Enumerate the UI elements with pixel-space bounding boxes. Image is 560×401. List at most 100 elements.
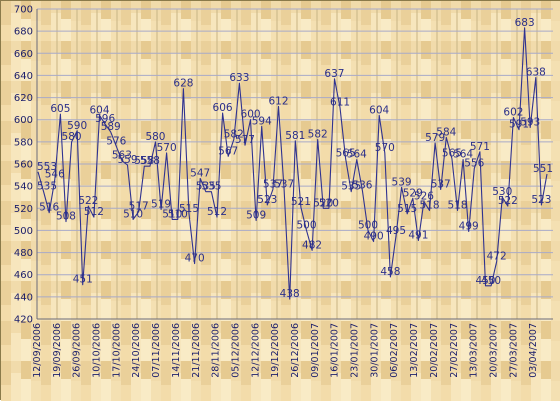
data-label: 638 [526, 67, 546, 79]
data-label: 482 [302, 239, 322, 251]
data-label: 611 [330, 97, 350, 109]
x-tick-label: 27/02/2007 [449, 323, 460, 378]
data-label: 512 [84, 206, 104, 218]
data-label: 637 [324, 68, 344, 80]
y-tick-label: 680 [14, 27, 33, 38]
data-label: 508 [56, 211, 76, 223]
data-label: 535 [196, 181, 216, 193]
data-label: 535 [201, 181, 221, 193]
y-tick-label: 500 [14, 226, 33, 237]
data-label: 570 [375, 142, 395, 154]
data-label: 519 [151, 198, 171, 210]
data-label: 556 [464, 157, 484, 169]
data-label: 518 [447, 200, 467, 212]
data-label: 536 [352, 180, 372, 192]
data-label: 594 [252, 115, 272, 127]
data-label: 495 [386, 225, 406, 237]
x-tick-label: 07/11/2006 [151, 323, 162, 378]
data-label: 537 [274, 178, 294, 190]
y-tick-label: 700 [14, 5, 33, 16]
data-label: 596 [95, 113, 115, 125]
x-tick-label: 28/11/2006 [211, 323, 222, 378]
y-tick-label: 600 [14, 115, 33, 126]
data-label: 520 [319, 197, 339, 209]
data-label: 515 [179, 203, 199, 215]
data-label: 683 [515, 17, 535, 29]
data-label: 451 [73, 274, 93, 286]
x-tick-label: 13/03/2007 [469, 323, 480, 378]
data-label: 571 [470, 141, 490, 153]
data-label: 500 [296, 219, 316, 231]
data-label: 563 [112, 150, 132, 162]
data-label: 450 [481, 275, 501, 287]
series-polyline [37, 27, 548, 300]
data-label: 526 [414, 191, 434, 203]
x-tick-label: 20/02/2007 [429, 323, 440, 378]
data-label: 593 [520, 116, 540, 128]
data-label: 590 [67, 120, 87, 132]
data-label: 522 [498, 195, 518, 207]
data-label: 510 [162, 208, 182, 220]
series-line [37, 27, 548, 300]
data-label: 605 [50, 103, 70, 115]
data-label: 584 [436, 126, 456, 138]
x-tick-label: 03/04/2007 [528, 323, 539, 378]
data-label: 546 [45, 169, 65, 181]
data-label: 600 [241, 109, 261, 121]
x-tick-label: 14/11/2006 [171, 323, 182, 378]
data-label: 612 [268, 95, 288, 107]
data-label: 537 [263, 178, 283, 190]
data-label: 510 [123, 208, 143, 220]
x-tick-label: 17/10/2006 [111, 323, 122, 378]
data-label: 589 [101, 121, 121, 133]
data-label: 564 [347, 149, 367, 161]
x-tick-label: 09/01/2007 [310, 323, 321, 378]
data-label: 581 [285, 130, 305, 142]
y-tick-label: 620 [14, 93, 33, 104]
data-label: 604 [90, 104, 110, 116]
data-label: 516 [39, 202, 59, 214]
data-label: 510 [168, 208, 188, 220]
y-tick-label: 580 [14, 137, 33, 148]
x-tick-label: 12/09/2006 [32, 323, 43, 378]
data-label: 567 [218, 145, 238, 157]
data-label: 521 [291, 196, 311, 208]
data-label: 633 [229, 72, 249, 84]
x-tick-label: 13/02/2007 [409, 323, 420, 378]
x-tick-label: 10/10/2006 [92, 323, 103, 378]
x-tick-label: 27/03/2007 [508, 323, 519, 378]
x-tick-labels: 12/09/2006 19/09/2006 26/09/2006 10/10/2006… [32, 323, 539, 378]
data-label: 559 [117, 154, 137, 166]
y-tick-label: 560 [14, 160, 33, 171]
data-label: 499 [459, 221, 479, 233]
y-tick-label: 420 [14, 315, 33, 326]
x-tick-label: 30/01/2007 [369, 323, 380, 378]
data-label: 438 [280, 288, 300, 300]
data-label: 518 [420, 200, 440, 212]
y-tick-label: 440 [14, 292, 33, 303]
x-tick-label: 26/12/2006 [290, 323, 301, 378]
data-label: 491 [408, 229, 428, 241]
data-label: 522 [78, 195, 98, 207]
x-tick-label: 26/09/2006 [72, 323, 83, 378]
data-label: 470 [185, 253, 205, 265]
data-label: 580 [145, 131, 165, 143]
x-tick-label: 19/12/2006 [270, 323, 281, 378]
data-label: 520 [313, 197, 333, 209]
data-label: 500 [358, 219, 378, 231]
data-label: 579 [425, 132, 445, 144]
x-tick-label: 24/10/2006 [131, 323, 142, 378]
data-label: 602 [503, 107, 523, 119]
y-tick-label: 460 [14, 270, 33, 281]
x-tick-label: 06/02/2007 [389, 323, 400, 378]
data-label: 558 [134, 155, 154, 167]
data-label: 472 [487, 250, 507, 262]
y-tick-label: 520 [14, 204, 33, 215]
x-tick-label: 20/03/2007 [488, 323, 499, 378]
data-label: 450 [475, 275, 495, 287]
data-label: 565 [442, 147, 462, 159]
data-label: 565 [336, 147, 356, 159]
data-label: 606 [213, 102, 233, 114]
